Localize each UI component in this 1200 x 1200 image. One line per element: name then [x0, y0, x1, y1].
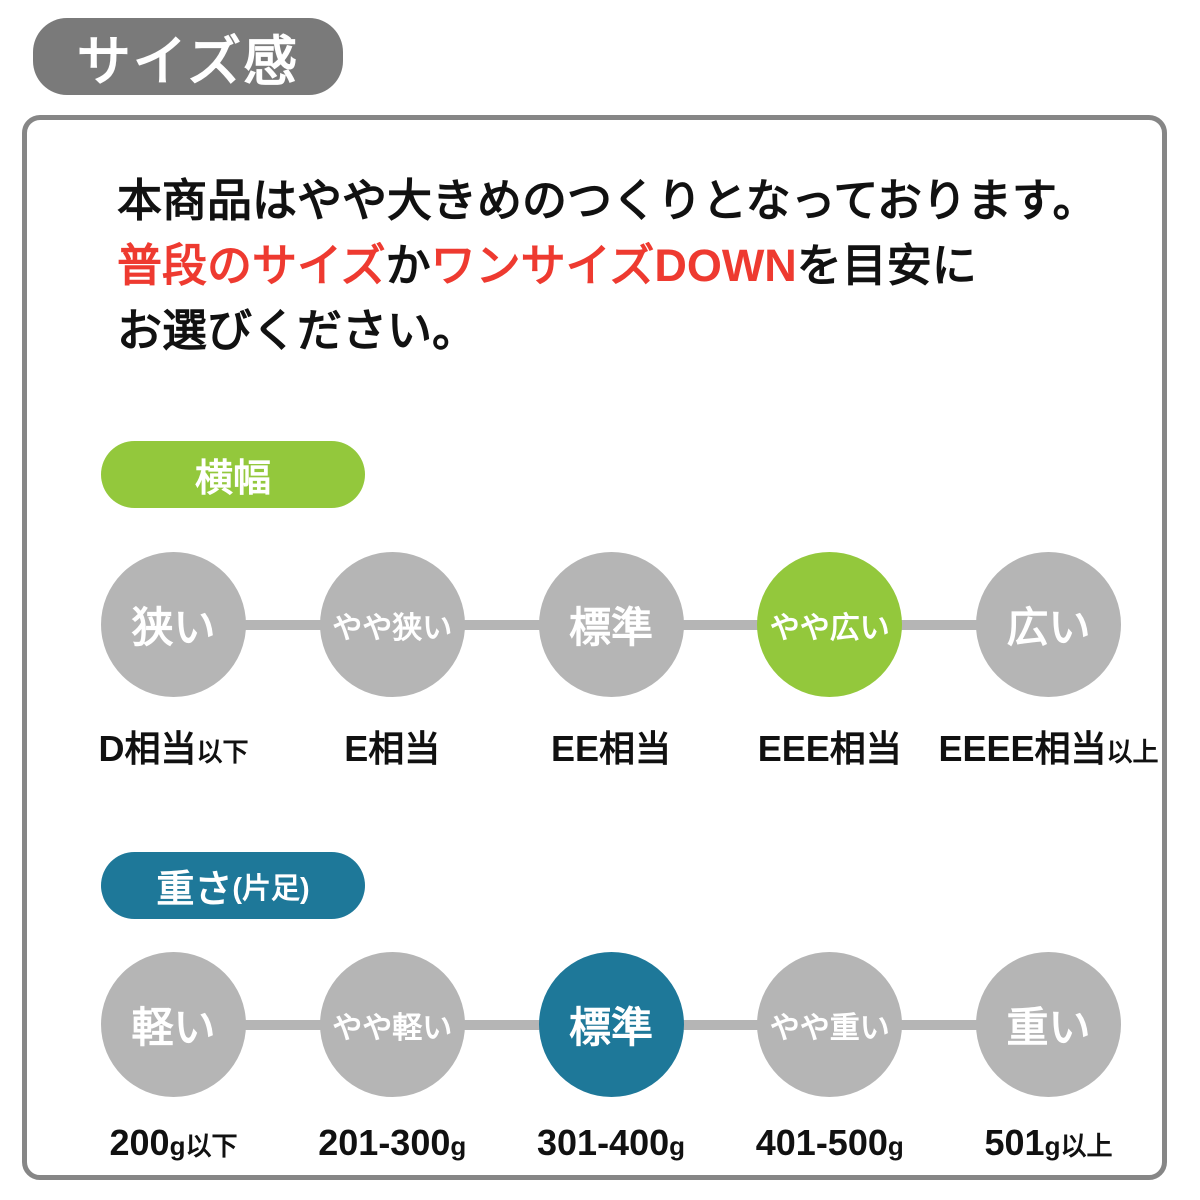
description-guide-text: を目安に [796, 240, 977, 291]
description-highlight-usual-size: 普段のサイズ [117, 240, 386, 291]
width-value-ee: EE相当 [550, 728, 672, 769]
weight-scale-label: 標準 [568, 1004, 653, 1051]
width-scale-circle-narrow: 狭い [101, 552, 246, 697]
description-line-2: 普段のサイズかワンサイズDOWNを目安に [117, 233, 1122, 298]
width-scale-label: 標準 [568, 604, 653, 651]
weight-value-201-300g: 201-300 g [318, 1122, 467, 1163]
weight-scale-label: 重い [1006, 1004, 1091, 1051]
size-description: 本商品はやや大きめのつくりとなっております。 普段のサイズかワンサイズDOWNを… [117, 168, 1122, 363]
weight-scale-label: やや重い [769, 1011, 890, 1045]
width-scale-circle-slightly-wide: やや広い [757, 552, 903, 697]
width-value-eee: EEE相当 [757, 728, 902, 769]
weight-value-301-400g: 301-400 g [537, 1122, 686, 1163]
weight-value-401-500g: 401-500 g [755, 1122, 904, 1163]
width-scale-label: やや広い [769, 611, 890, 645]
width-scale-circle-slightly-narrow: やや狭い [319, 552, 465, 697]
weight-scale-label: 軽い [131, 1004, 216, 1051]
width-scale-circle-wide: 広い [976, 552, 1121, 697]
weight-scale-circle-slightly-light: やや軽い [319, 952, 465, 1097]
width-category-label: 横幅 [194, 458, 271, 500]
width-scale-label: 広い [1006, 604, 1091, 651]
width-value-e: E相当 [344, 728, 441, 769]
weight-scale-circle-heavy: 重い [976, 952, 1121, 1097]
page-title-badge: サイズ感 [33, 18, 343, 95]
weight-scale-circle-standard: 標準 [538, 952, 684, 1097]
width-value-d: D相当 以下 [98, 728, 249, 769]
description-connector-text: か [385, 240, 431, 291]
weight-scale-values: 200 g以下 201-300 g 301-400 g 401-500 g 501 g以上 [101, 1119, 1121, 1170]
width-scale-circle-standard: 標準 [538, 552, 684, 697]
weight-scale-circle-light: 軽い [101, 952, 246, 1097]
weight-category-label: 重さ [156, 869, 233, 911]
width-scale-label: やや狭い [332, 611, 453, 645]
description-highlight-one-size-down: ワンサイズDOWN [430, 240, 797, 291]
width-scale: 狭い やや狭い 標準 やや広い 広い [101, 552, 1121, 697]
width-category-badge: 横幅 [101, 441, 365, 508]
width-value-eeee: EEEE相当 以上 [938, 728, 1159, 769]
weight-value-under-200g: 200 g以下 [109, 1122, 238, 1163]
weight-category-label-note: (片足) [232, 872, 310, 905]
weight-category-badge: 重さ (片足) [101, 852, 365, 919]
weight-scale-circle-slightly-heavy: やや重い [757, 952, 903, 1097]
width-scale-label: 狭い [131, 604, 216, 651]
weight-value-over-501g: 501 g以上 [984, 1122, 1113, 1163]
page-title: サイズ感 [76, 32, 300, 92]
size-guide-panel: 本商品はやや大きめのつくりとなっております。 普段のサイズかワンサイズDOWNを… [22, 115, 1167, 1180]
weight-scale: 軽い やや軽い 標準 やや重い 重い [101, 952, 1121, 1097]
weight-scale-label: やや軽い [332, 1011, 453, 1045]
description-line-3: お選びください。 [117, 305, 478, 356]
description-line-1: 本商品はやや大きめのつくりとなっております。 [117, 175, 1098, 226]
width-scale-values: D相当 以下 E相当 EE相当 EEE相当 EEEE相当 以上 [98, 725, 1159, 776]
